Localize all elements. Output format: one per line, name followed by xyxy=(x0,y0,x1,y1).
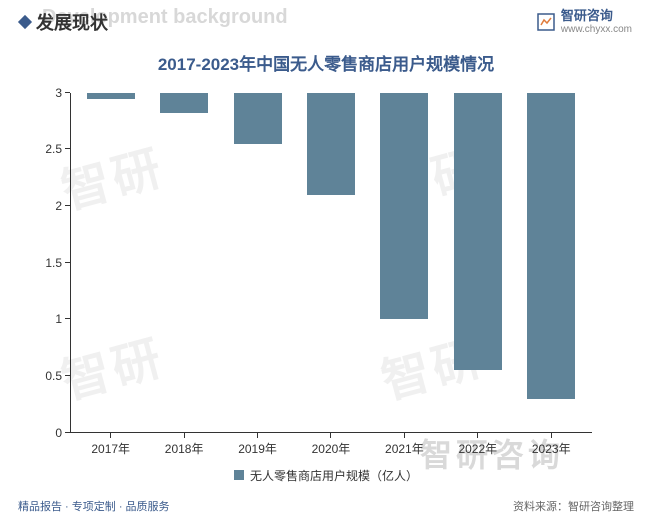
x-label: 2017年 xyxy=(91,440,130,457)
bar-slot: 2021年 xyxy=(368,93,441,433)
y-tick-label: 0.5 xyxy=(45,369,62,383)
y-tick-label: 1 xyxy=(55,312,62,326)
bar-slot: 2018年 xyxy=(147,93,220,433)
x-tick-mark xyxy=(110,433,111,438)
bar xyxy=(527,93,575,399)
y-tick-label: 1.5 xyxy=(45,256,62,270)
x-tick-mark xyxy=(404,433,405,438)
brand-url: www.chyxx.com xyxy=(561,24,632,36)
y-tick-label: 2 xyxy=(55,199,62,213)
header: 发展现状 Development background 智研咨询 www.chy… xyxy=(0,0,652,40)
legend-swatch xyxy=(234,470,244,480)
brand-name: 智研咨询 xyxy=(561,8,632,24)
x-label: 2019年 xyxy=(238,440,277,457)
bars-container: 2017年2018年2019年2020年2021年2022年2023年 xyxy=(70,93,592,433)
chart-title: 2017-2023年中国无人零售商店用户规模情况 xyxy=(0,40,652,83)
legend-label: 无人零售商店用户规模（亿人） xyxy=(250,467,418,484)
footer-right: 资料来源：智研咨询整理 xyxy=(513,498,634,514)
footer-left: 精品报告 · 专项定制 · 品质服务 xyxy=(18,498,170,514)
x-label: 2018年 xyxy=(165,440,204,457)
bar-slot: 2020年 xyxy=(294,93,367,433)
legend: 无人零售商店用户规模（亿人） xyxy=(0,467,652,484)
x-tick-mark xyxy=(330,433,331,438)
y-axis: 00.511.522.53 xyxy=(30,93,70,433)
bar-slot: 2023年 xyxy=(515,93,588,433)
bar-slot: 2019年 xyxy=(221,93,294,433)
bar xyxy=(307,93,355,195)
y-tick-label: 0 xyxy=(55,426,62,440)
bar xyxy=(380,93,428,320)
bar xyxy=(87,93,135,100)
footer: 精品报告 · 专项定制 · 品质服务 资料来源：智研咨询整理 xyxy=(0,484,652,522)
chart-area: 00.511.522.53 2017年2018年2019年2020年2021年2… xyxy=(70,93,592,433)
brand: 智研咨询 www.chyxx.com xyxy=(537,8,632,36)
y-tick-label: 3 xyxy=(55,86,62,100)
bar-slot: 2022年 xyxy=(441,93,514,433)
brand-logo-icon xyxy=(537,13,555,31)
x-label: 2020年 xyxy=(312,440,351,457)
diamond-icon xyxy=(18,15,32,29)
x-label: 2022年 xyxy=(458,440,497,457)
header-title: 发展现状 xyxy=(36,9,108,35)
y-tick-label: 2.5 xyxy=(45,142,62,156)
x-label: 2021年 xyxy=(385,440,424,457)
x-tick-mark xyxy=(184,433,185,438)
x-tick-mark xyxy=(477,433,478,438)
bar xyxy=(160,93,208,113)
x-tick-mark xyxy=(551,433,552,438)
x-tick-mark xyxy=(257,433,258,438)
bar xyxy=(454,93,502,371)
bar xyxy=(234,93,282,144)
bar-slot: 2017年 xyxy=(74,93,147,433)
x-label: 2023年 xyxy=(532,440,571,457)
